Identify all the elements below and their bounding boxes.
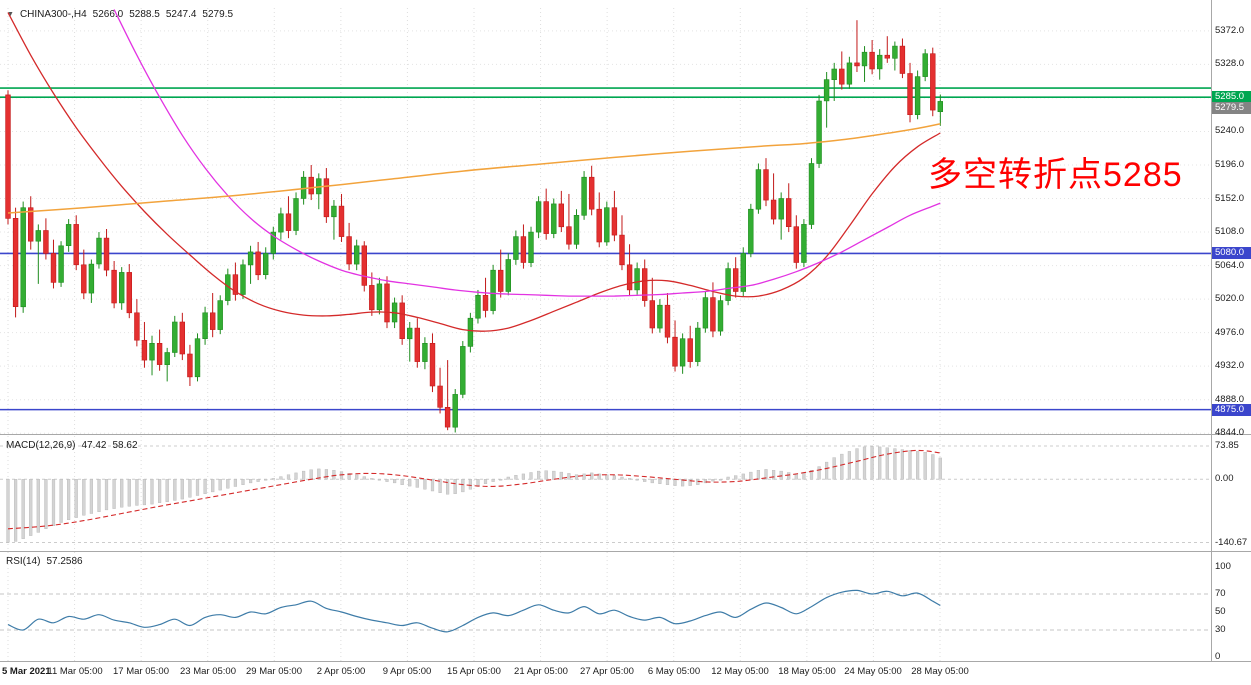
rsi-line: [7, 589, 941, 633]
price-axis-label: 4976.0: [1215, 327, 1245, 338]
time-axis-label: 21 Apr 05:00: [514, 666, 568, 677]
price-axis-label: 5240.0: [1215, 125, 1245, 136]
time-axis-label: 28 May 05:00: [911, 666, 969, 677]
time-axis-label: 18 May 05:00: [778, 666, 836, 677]
candlestick-series: [5, 20, 944, 433]
price-axis-label: 5152.0: [1215, 193, 1245, 204]
time-axis-label: 11 Mar 05:00: [47, 666, 103, 677]
time-axis-label: 15 Apr 05:00: [447, 666, 501, 677]
time-axis-label: 29 Mar 05:00: [246, 666, 302, 677]
grid-layer: [0, 8, 1211, 661]
rsi-axis-label: 50: [1215, 606, 1226, 617]
ma-long-orange: [7, 123, 941, 214]
macd-axis: 73.85 0.00 -140.67: [1212, 0, 1251, 685]
price-axis-label: 4932.0: [1215, 360, 1245, 371]
price-axis-label: 5328.0: [1215, 58, 1245, 69]
time-axis[interactable]: 5 Mar 2021 11 Mar 05:00 17 Mar 05:00 23 Mar…: [0, 663, 1251, 685]
ohlc-close: 5279.5: [202, 9, 234, 20]
price-axis-label: 4844.0: [1215, 427, 1245, 438]
rsi-axis-label: 70: [1215, 588, 1226, 599]
time-axis-label: 27 Apr 05:00: [580, 666, 634, 677]
symbol-title: CHINA300-,H4: [19, 9, 87, 20]
macd-main-value: 47.42: [81, 440, 107, 451]
time-axis-label: 9 Apr 05:00: [382, 666, 432, 677]
time-axis-label: 17 Mar 05:00: [113, 666, 169, 677]
rsi-axis-label: 0: [1215, 651, 1221, 662]
price-axis-label: 5108.0: [1215, 226, 1245, 237]
price-axis-label: 4888.0: [1215, 394, 1245, 405]
level-price-badge: 4875.0: [1212, 404, 1251, 416]
macd-axis-label: -140.67: [1215, 537, 1248, 548]
ma-fast-red: [7, 12, 941, 332]
annotation-text[interactable]: 多空转折点5285: [928, 156, 1183, 194]
macd-indicator-name: MACD(12,26,9): [6, 440, 76, 451]
price-axis-label: 5020.0: [1215, 293, 1245, 304]
time-axis-label: 6 May 05:00: [647, 666, 701, 677]
time-axis-label: 5 Mar 2021: [2, 666, 51, 677]
time-axis-label: 2 Apr 05:00: [316, 666, 366, 677]
time-axis-label: 23 Mar 05:00: [180, 666, 236, 677]
price-axis-label: 5372.0: [1215, 25, 1245, 36]
ohlc-high: 5288.5: [129, 9, 160, 20]
time-axis-label: 12 May 05:00: [711, 666, 769, 677]
current-price-badge: 5279.5: [1212, 102, 1251, 114]
rsi-axis-label: 100: [1215, 561, 1231, 572]
rsi-axis-label: 30: [1215, 624, 1226, 635]
rsi-value: 57.2586: [46, 556, 83, 567]
price-axis-label: 5196.0: [1215, 159, 1245, 170]
macd-histogram: [6, 446, 942, 543]
level-price-badge: 5080.0: [1212, 247, 1251, 259]
symbol-marker-icon: ▼: [7, 10, 14, 18]
macd-indicator-label: MACD(12,26,9) 47.42 58.62: [6, 440, 138, 451]
ohlc-low: 5247.4: [165, 9, 197, 20]
macd-signal-value: 58.62: [112, 440, 138, 451]
chart-header: ▼ CHINA300-,H4 5266.0 5288.5 5247.4 5279…: [7, 9, 233, 20]
level-price-badge: 5285.0: [1212, 91, 1251, 103]
price-axis[interactable]: 5372.05328.05284.05240.05196.05152.05108…: [1212, 0, 1251, 685]
ma-slow-magenta: [113, 9, 941, 297]
macd-axis-label: 0.00: [1215, 473, 1234, 484]
rsi-indicator-name: RSI(14): [6, 556, 41, 567]
rsi-axis: 100 70 50 30 0: [1212, 0, 1251, 685]
time-axis-label: 24 May 05:00: [844, 666, 902, 677]
ohlc-open: 5266.0: [92, 9, 124, 20]
rsi-indicator-label: RSI(14) 57.2586: [6, 556, 83, 567]
price-axis-label: 5064.0: [1215, 260, 1245, 271]
macd-signal-line: [7, 449, 941, 530]
macd-axis-label: 73.85: [1215, 440, 1239, 451]
